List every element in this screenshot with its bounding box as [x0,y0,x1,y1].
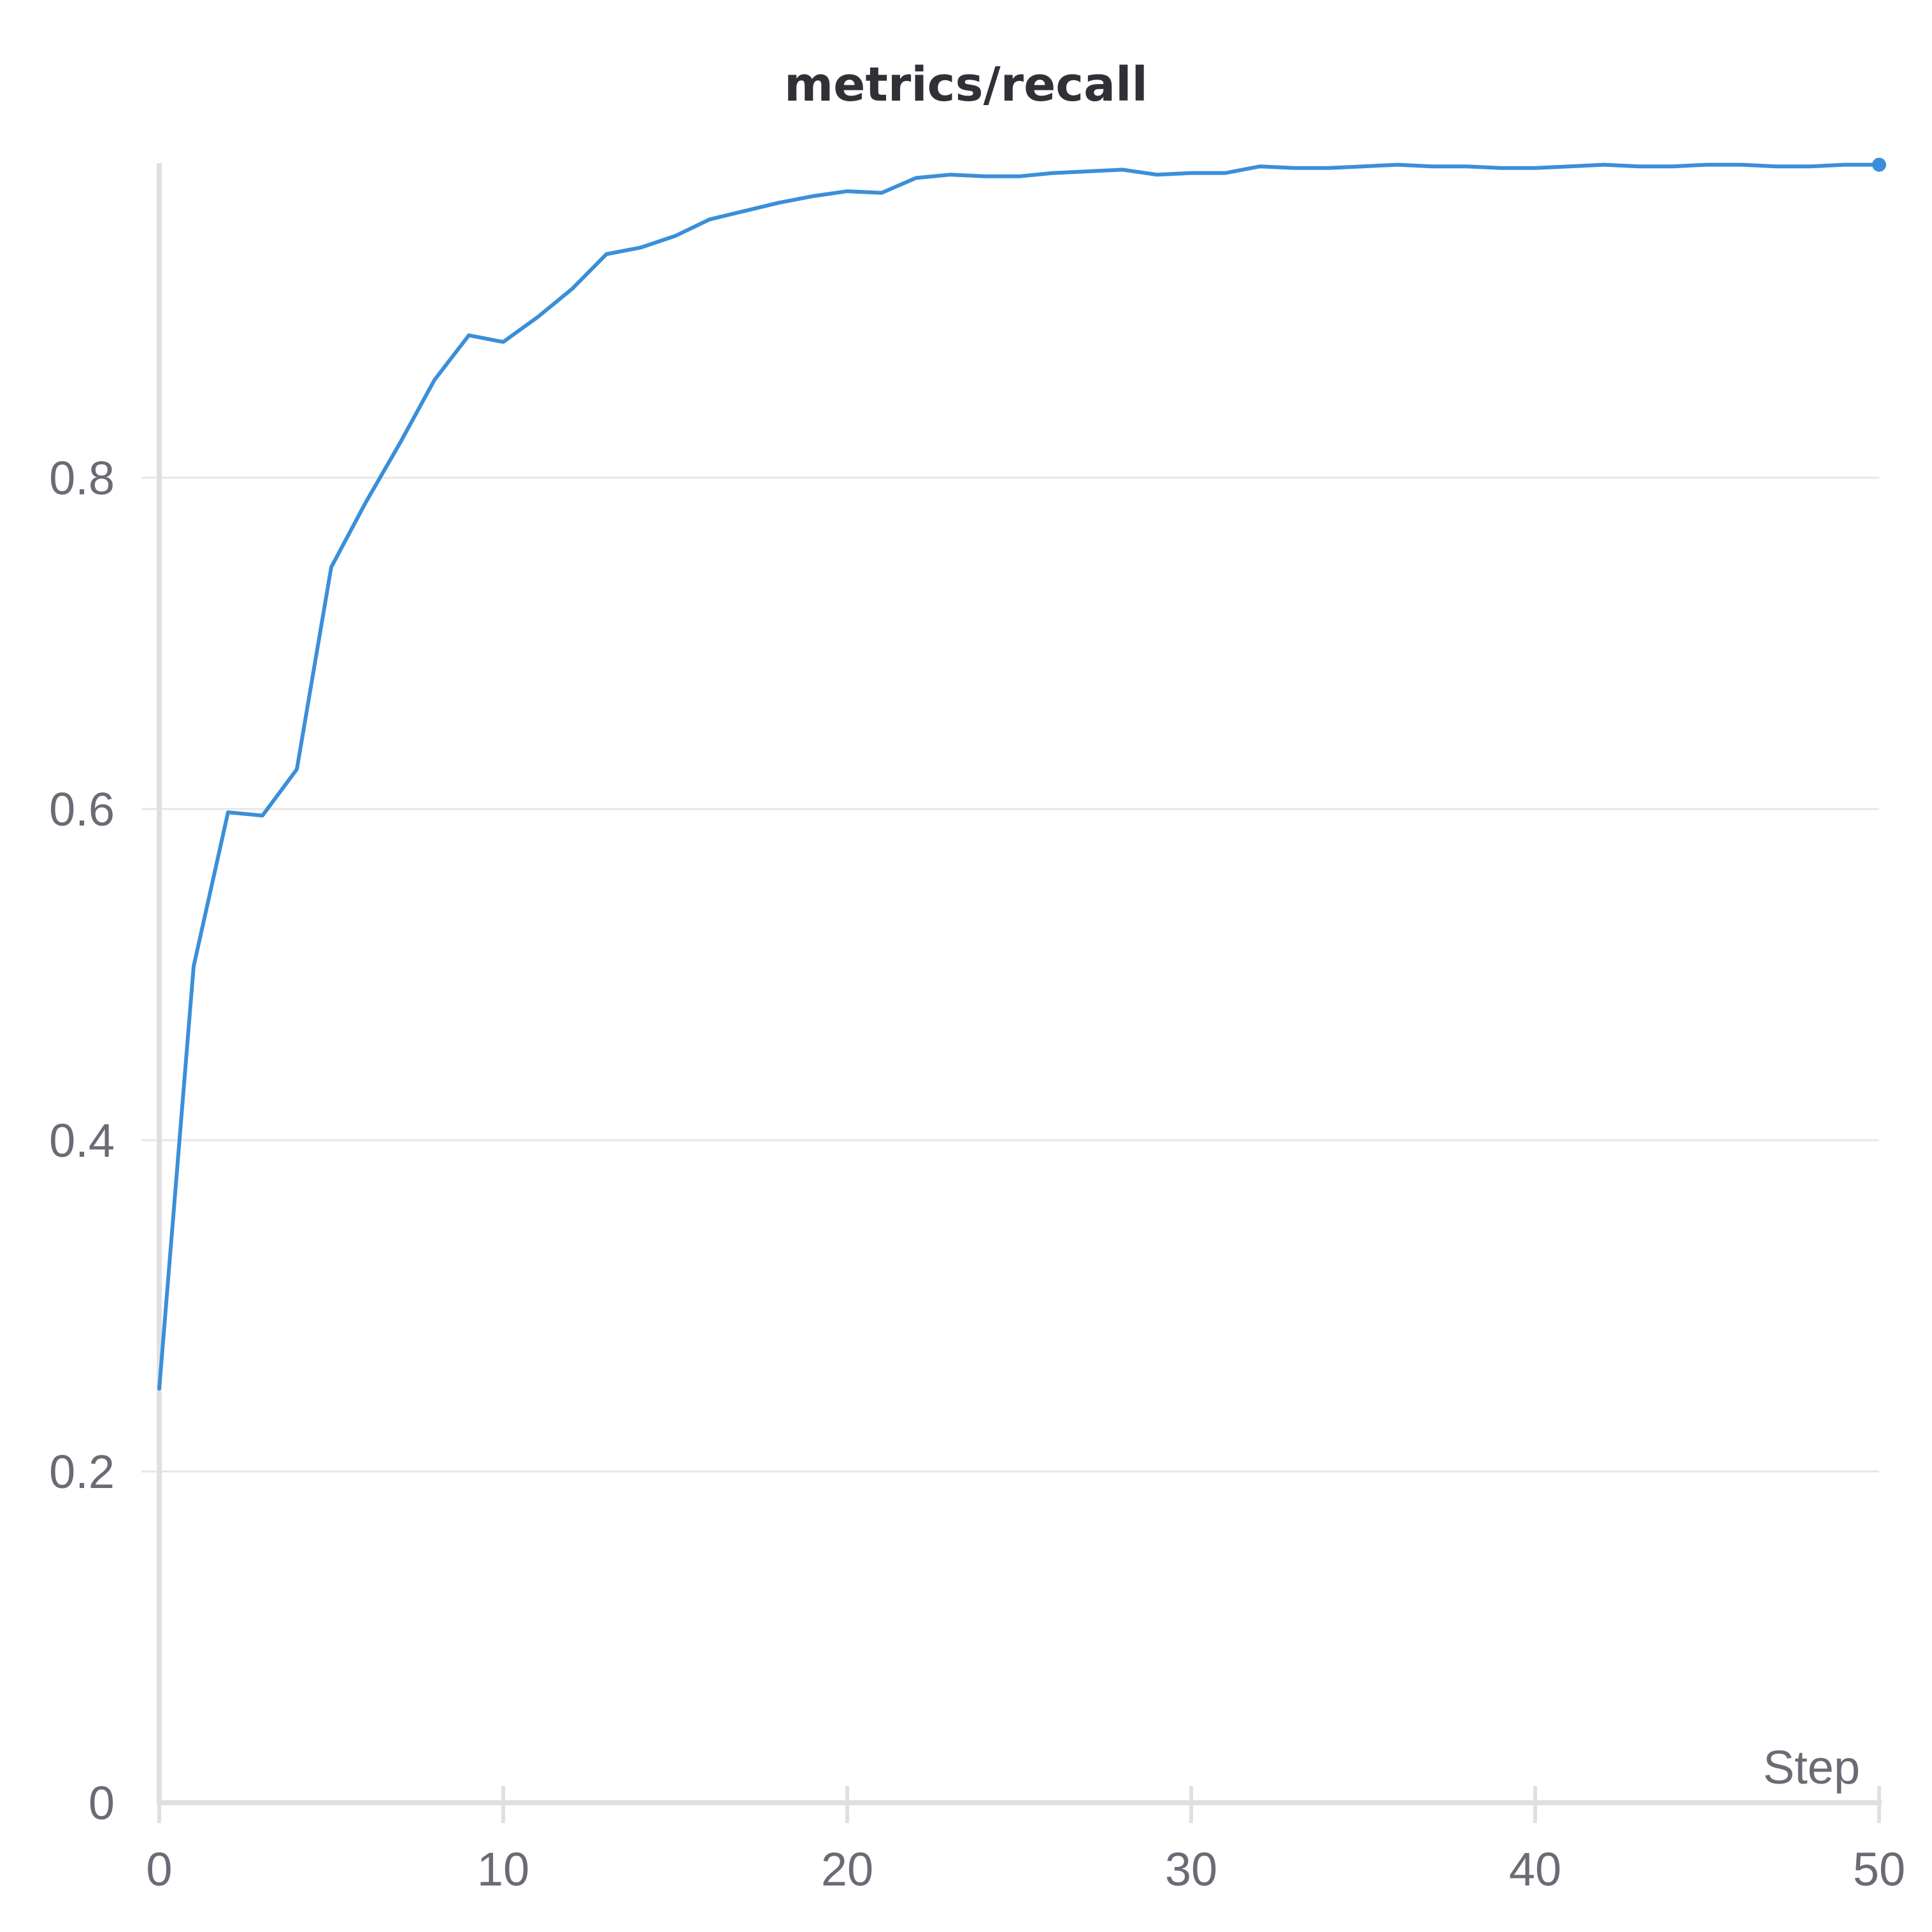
x-tick-label: 20 [821,1843,873,1896]
series-end-marker [1872,157,1886,172]
y-tick-label: 0.8 [49,452,115,504]
x-tick-label: 40 [1509,1843,1561,1896]
x-tick-label: 30 [1165,1843,1217,1896]
series-line-recall [157,162,1881,1391]
x-tick-label: 0 [146,1843,172,1896]
y-tick-label: 0.6 [49,783,115,836]
x-tick-label: 50 [1853,1843,1905,1896]
y-tick-label: 0.4 [49,1114,115,1167]
x-axis-label: Step [1763,1741,1860,1794]
x-tick-label: 10 [477,1843,529,1896]
y-tick-label: 0.2 [49,1445,115,1498]
chart-title: metrics/recall [784,57,1148,112]
y-tick-label: 0 [89,1777,115,1829]
